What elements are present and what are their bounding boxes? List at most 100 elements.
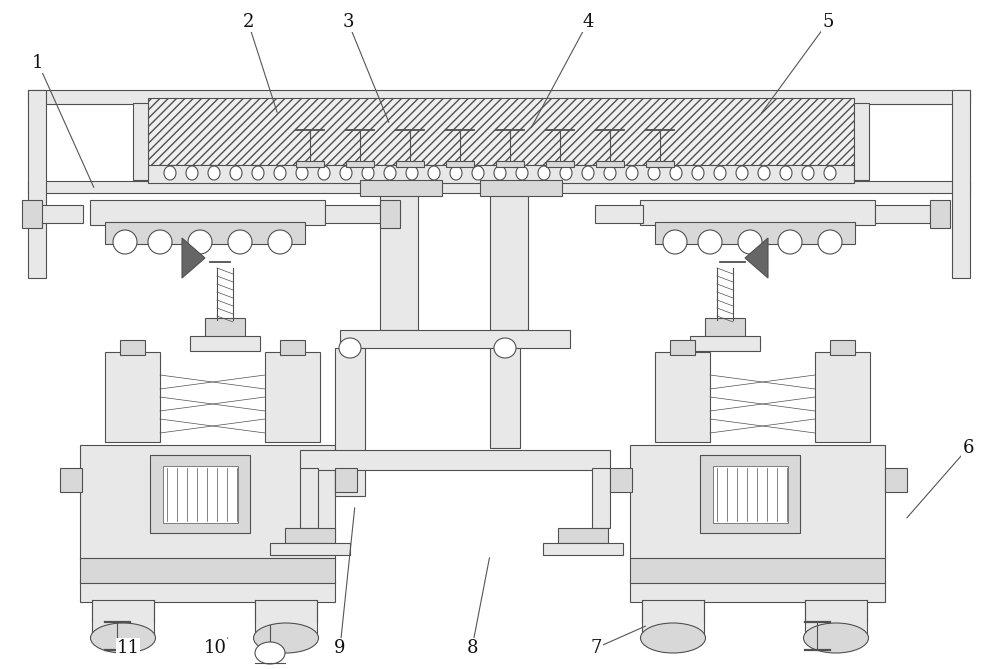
Bar	[190, 336, 260, 351]
Bar	[480, 180, 562, 196]
Ellipse shape	[714, 166, 726, 180]
Ellipse shape	[538, 166, 550, 180]
Ellipse shape	[698, 230, 722, 254]
Bar	[655, 222, 855, 244]
Ellipse shape	[428, 166, 440, 180]
Bar	[148, 165, 854, 183]
Bar	[133, 103, 148, 180]
Text: 8: 8	[466, 639, 478, 657]
Bar	[335, 348, 365, 496]
Bar	[28, 181, 970, 193]
Bar	[700, 455, 800, 533]
Ellipse shape	[148, 230, 172, 254]
Ellipse shape	[254, 623, 318, 653]
Bar	[670, 340, 695, 355]
Bar	[885, 468, 907, 492]
Bar	[340, 330, 570, 348]
Bar	[952, 90, 970, 278]
Bar	[300, 450, 610, 470]
Polygon shape	[745, 238, 768, 278]
Ellipse shape	[164, 166, 176, 180]
Bar	[163, 466, 238, 523]
Ellipse shape	[494, 166, 506, 180]
Bar	[285, 528, 335, 543]
Bar	[490, 185, 528, 330]
Bar	[875, 205, 930, 223]
Ellipse shape	[450, 166, 462, 180]
Text: 2: 2	[242, 13, 254, 31]
Bar	[630, 445, 885, 560]
Bar	[930, 200, 950, 228]
Bar	[28, 205, 83, 223]
Bar	[80, 558, 335, 583]
Ellipse shape	[340, 166, 352, 180]
Ellipse shape	[582, 166, 594, 180]
Bar	[396, 161, 424, 167]
Bar	[592, 468, 610, 528]
Bar	[28, 90, 970, 104]
Ellipse shape	[560, 166, 572, 180]
Bar	[90, 200, 325, 225]
Bar	[92, 600, 154, 638]
Bar	[546, 161, 574, 167]
Text: 11: 11	[116, 639, 140, 657]
Ellipse shape	[758, 166, 770, 180]
Bar	[150, 455, 250, 533]
Ellipse shape	[274, 166, 286, 180]
Bar	[446, 161, 474, 167]
Ellipse shape	[318, 166, 330, 180]
Ellipse shape	[186, 166, 198, 180]
Text: 7: 7	[590, 639, 602, 657]
Text: 10: 10	[204, 639, 226, 657]
Bar	[854, 103, 869, 180]
Bar	[380, 200, 400, 228]
Bar	[690, 336, 760, 351]
Ellipse shape	[804, 623, 868, 653]
Bar	[120, 340, 145, 355]
Ellipse shape	[640, 623, 706, 653]
Ellipse shape	[738, 230, 762, 254]
Bar	[630, 580, 885, 602]
Ellipse shape	[268, 230, 292, 254]
Ellipse shape	[604, 166, 616, 180]
Bar	[296, 161, 324, 167]
Bar	[265, 352, 320, 442]
Bar	[346, 161, 374, 167]
Ellipse shape	[516, 166, 528, 180]
Bar	[105, 222, 305, 244]
Bar	[496, 161, 524, 167]
Ellipse shape	[188, 230, 212, 254]
Bar	[255, 600, 317, 638]
Bar	[60, 468, 82, 492]
Ellipse shape	[472, 166, 484, 180]
Bar	[646, 161, 674, 167]
Bar	[105, 352, 160, 442]
Bar	[380, 185, 418, 330]
Bar	[642, 600, 704, 638]
Ellipse shape	[255, 642, 285, 664]
Bar	[610, 468, 632, 492]
Bar	[28, 90, 46, 278]
Bar	[815, 352, 870, 442]
Ellipse shape	[406, 166, 418, 180]
Text: 5: 5	[822, 13, 834, 31]
Ellipse shape	[494, 338, 516, 358]
Text: 6: 6	[962, 439, 974, 457]
Ellipse shape	[296, 166, 308, 180]
Ellipse shape	[252, 166, 264, 180]
Bar	[805, 600, 867, 638]
Bar	[148, 98, 854, 165]
Bar	[360, 180, 442, 196]
Ellipse shape	[736, 166, 748, 180]
Bar	[335, 468, 357, 492]
Bar	[543, 543, 623, 555]
Bar	[325, 205, 380, 223]
Bar	[558, 528, 608, 543]
Ellipse shape	[339, 338, 361, 358]
Bar	[630, 558, 885, 583]
Text: 1: 1	[32, 54, 44, 72]
Ellipse shape	[663, 230, 687, 254]
Polygon shape	[182, 238, 205, 278]
Ellipse shape	[824, 166, 836, 180]
Ellipse shape	[384, 166, 396, 180]
